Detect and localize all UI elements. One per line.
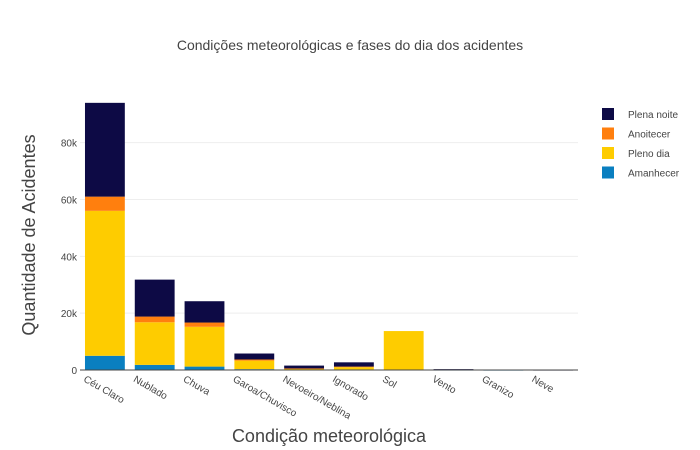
y-tick-label: 60k <box>61 195 78 206</box>
legend-swatch[interactable] <box>602 166 614 179</box>
bar-segment[interactable] <box>433 369 474 370</box>
bar-segment[interactable] <box>234 360 275 370</box>
x-tick-label: Granizo <box>480 374 516 401</box>
x-tick-label: Ignorado <box>330 374 370 403</box>
bar-segment[interactable] <box>134 279 175 317</box>
legend-label[interactable]: Amanhecer <box>628 169 680 180</box>
bar-segment[interactable] <box>84 355 125 370</box>
bar-segment[interactable] <box>184 326 225 367</box>
x-tick-label: Céu Claro <box>81 374 126 406</box>
x-tick-label: Sol <box>380 374 398 391</box>
bar-segment[interactable] <box>134 364 175 370</box>
bar-segment[interactable] <box>284 368 325 370</box>
bar-segment[interactable] <box>134 316 175 323</box>
bar-segment[interactable] <box>333 366 374 368</box>
x-tick-label: Neve <box>530 374 556 395</box>
legend-swatch[interactable] <box>602 108 614 120</box>
x-axis-title: Condição meteorológica <box>232 426 427 446</box>
bar-segment[interactable] <box>134 322 175 365</box>
bar-segment[interactable] <box>84 102 125 197</box>
y-axis-title: Quantidade de Acidentes <box>19 134 39 335</box>
legend-swatch[interactable] <box>602 147 614 159</box>
grid-layer <box>80 142 578 314</box>
bar-segment[interactable] <box>333 367 374 370</box>
bar-segment[interactable] <box>383 331 424 370</box>
legend-label[interactable]: Anoitecer <box>628 130 671 141</box>
y-tick-label: 0 <box>71 366 77 377</box>
bar-segment[interactable] <box>184 301 225 323</box>
y-axis-ticks: 0 20k 40k 60k 80k <box>61 139 78 377</box>
bar-segment[interactable] <box>284 368 325 370</box>
x-axis-ticks: Céu Claro Nublado Chuva Garoa/ChuviscoNevoe… <box>81 374 555 422</box>
legend-label[interactable]: Pleno dia <box>628 149 670 160</box>
bar-segment[interactable] <box>284 365 325 369</box>
legend: Plena noite Anoitecer Pleno dia Amanhecer <box>602 108 680 180</box>
bar-segment[interactable] <box>234 359 275 361</box>
bar-segment[interactable] <box>184 322 225 327</box>
bar-segment[interactable] <box>84 210 125 356</box>
x-tick-label: Vento <box>430 374 458 397</box>
chart-title: Condições meteorológicas e fases do dia … <box>177 37 523 53</box>
legend-swatch[interactable] <box>602 127 614 140</box>
bar-segment[interactable] <box>333 362 374 367</box>
legend-label[interactable]: Plena noite <box>628 110 678 121</box>
y-tick-label: 40k <box>61 252 78 263</box>
y-tick-label: 20k <box>61 309 78 320</box>
bars-layer <box>80 102 578 371</box>
bar-segment[interactable] <box>234 353 275 360</box>
x-tick-label: Nublado <box>131 374 169 402</box>
x-tick-label: Chuva <box>181 374 212 398</box>
bar-segment[interactable] <box>84 196 125 211</box>
bar-segment[interactable] <box>184 366 225 370</box>
y-tick-label: 80k <box>61 139 78 150</box>
